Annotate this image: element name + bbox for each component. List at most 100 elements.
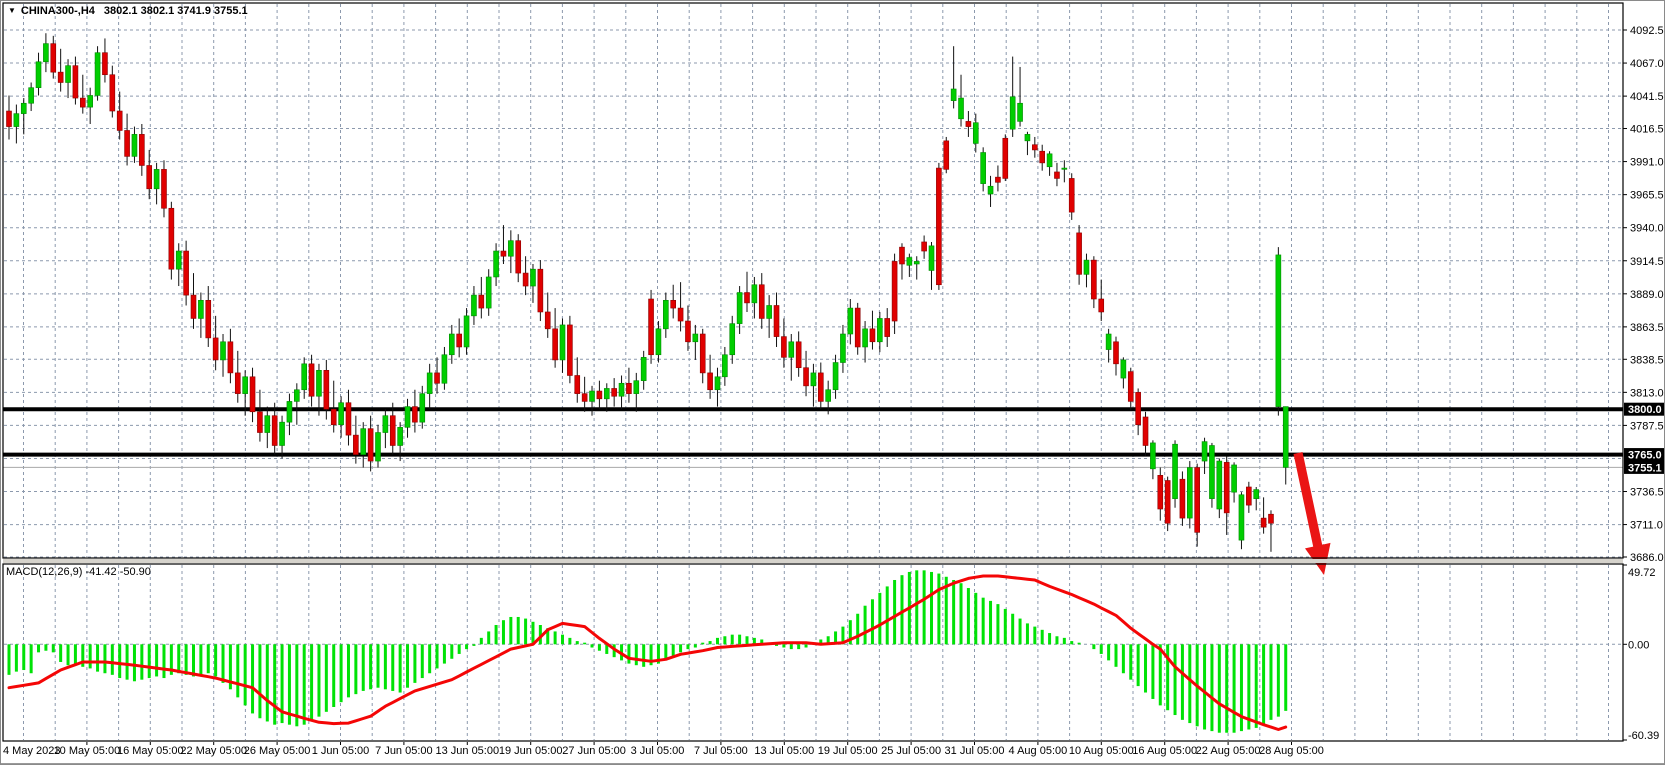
macd-bar <box>1173 644 1177 716</box>
candle <box>131 134 138 157</box>
price-badge <box>1624 460 1664 474</box>
macd-bar <box>280 644 284 724</box>
macd-bar <box>686 644 690 650</box>
macd-bar <box>479 637 483 645</box>
macd-bar <box>44 644 48 651</box>
macd-bar <box>450 644 454 659</box>
candle <box>544 311 551 330</box>
macd-bar <box>553 631 557 645</box>
macd-bar <box>597 644 601 651</box>
macd-bar <box>870 599 874 645</box>
time-axis-label: 7 Jul 05:00 <box>694 745 748 757</box>
symbol-dropdown-icon[interactable]: ▼ <box>8 6 16 15</box>
macd-bar <box>509 616 513 645</box>
time-axis-label: 26 May 05:00 <box>244 745 311 757</box>
time-axis-label: 22 May 05:00 <box>180 745 247 757</box>
macd-bar <box>184 644 188 675</box>
down-arrow-annotation[interactable] <box>1293 452 1331 575</box>
candle <box>950 88 957 101</box>
macd-bar <box>1099 644 1103 654</box>
macd-bar <box>1048 633 1052 645</box>
macd-bar <box>1188 644 1192 724</box>
candle <box>987 185 994 195</box>
macd-bar <box>66 644 70 666</box>
candle <box>389 415 396 446</box>
candle <box>928 245 935 271</box>
candle <box>795 341 802 369</box>
candle <box>375 432 381 462</box>
macd-bar <box>531 621 535 645</box>
candle <box>1253 489 1260 499</box>
candle <box>1179 478 1186 519</box>
candle <box>43 43 49 63</box>
macd-bar <box>287 644 291 725</box>
macd-bar <box>1033 626 1037 645</box>
macd-bar <box>1232 644 1236 733</box>
candle <box>1032 144 1038 151</box>
candle <box>891 261 898 322</box>
macd-histogram <box>7 570 1288 733</box>
candle <box>921 241 927 252</box>
macd-bar <box>893 579 897 645</box>
macd-bar <box>1040 629 1044 645</box>
macd-bar <box>1217 644 1221 733</box>
candle <box>1187 467 1193 519</box>
candle <box>677 307 684 322</box>
candle <box>965 121 972 127</box>
candle <box>1238 494 1245 541</box>
macd-bar <box>1225 644 1229 733</box>
candle <box>1157 475 1164 510</box>
candle <box>234 372 241 394</box>
macd-bar <box>826 636 830 645</box>
panel-separator-handle[interactable] <box>3 559 1623 563</box>
macd-bar <box>1055 636 1059 645</box>
price-axis-label: 4041.5 <box>1630 91 1664 103</box>
macd-bar <box>1092 644 1096 650</box>
macd-bar <box>745 636 749 645</box>
candle <box>832 362 839 391</box>
macd-bar <box>406 644 410 688</box>
candle <box>316 370 322 397</box>
macd-bar <box>317 644 321 717</box>
candle <box>1105 333 1112 350</box>
macd-bar <box>236 644 240 698</box>
macd-bar <box>989 600 993 645</box>
candle <box>109 74 116 112</box>
macd-bar <box>265 644 269 722</box>
candle <box>426 372 433 394</box>
macd-bar <box>199 644 203 675</box>
macd-bar <box>797 644 801 650</box>
macd-bar <box>147 644 151 679</box>
candle <box>434 372 440 384</box>
macd-bar <box>885 586 889 645</box>
candle <box>877 318 883 343</box>
macd-bar <box>959 583 963 645</box>
macd-bar <box>81 644 85 667</box>
price-axis-label: 3813.0 <box>1630 387 1664 399</box>
macd-bar <box>723 636 727 645</box>
macd-bar <box>420 644 424 679</box>
candle <box>57 71 64 83</box>
price-axis-label: 3914.5 <box>1630 256 1664 268</box>
time-axis-label: 10 Aug 05:00 <box>1069 745 1134 757</box>
macd-bar <box>1011 613 1015 645</box>
macd-bar <box>930 571 933 645</box>
macd-bar <box>679 644 683 653</box>
candle <box>899 246 905 265</box>
price-axis-label: 3711.0 <box>1630 520 1663 532</box>
time-axis-label: 16 Aug 05:00 <box>1132 745 1197 757</box>
time-axis-label: 22 Aug 05:00 <box>1196 745 1261 757</box>
candle <box>1275 254 1282 407</box>
candle <box>146 165 153 190</box>
macd-bar <box>155 644 159 677</box>
macd-bar <box>922 570 926 645</box>
candle <box>404 406 411 428</box>
macd-bar <box>501 620 505 645</box>
horizontal-price-lines[interactable] <box>3 407 1623 468</box>
candle <box>670 299 677 309</box>
candle <box>139 134 145 166</box>
macd-bar <box>88 644 92 669</box>
candle <box>574 375 581 394</box>
candle <box>722 354 728 378</box>
